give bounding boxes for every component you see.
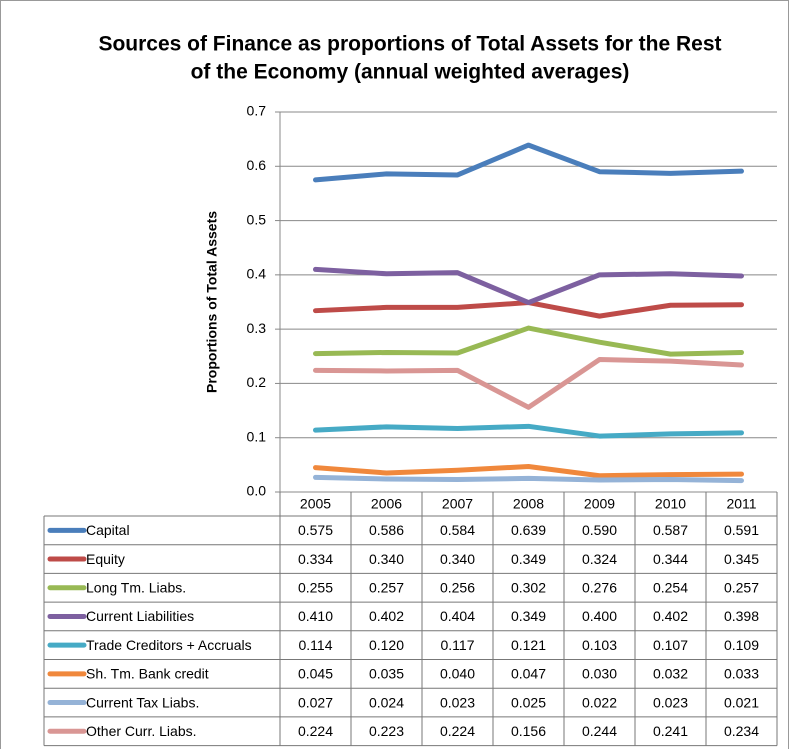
table-cell: 0.244: [582, 723, 617, 739]
table-cell: 0.402: [653, 608, 688, 624]
legend-label: Trade Creditors + Accruals: [86, 637, 252, 653]
table-cell: 0.103: [582, 637, 617, 653]
table-cell: 0.047: [511, 666, 546, 682]
table-cell: 0.109: [724, 637, 759, 653]
x-tick-label: 2007: [442, 496, 473, 512]
chart-title: Sources of Finance as proportions of Tot…: [98, 33, 721, 56]
table-cell: 0.120: [369, 637, 404, 653]
table-cell: 0.639: [511, 522, 546, 538]
series-line: [313, 357, 744, 410]
table-cell: 0.590: [582, 522, 617, 538]
series-line: [313, 142, 744, 183]
y-axis-label: Proportions of Total Assets: [204, 211, 220, 393]
legend-label: Other Curr. Liabs.: [86, 723, 197, 739]
chart-title: of the Economy (annual weighted averages…: [191, 61, 630, 84]
table-cell: 0.117: [441, 637, 475, 653]
y-tick-label: 0.3: [247, 320, 267, 336]
legend-label: Sh. Tm. Bank credit: [86, 666, 209, 682]
series-line: [313, 463, 744, 479]
table-cell: 0.224: [298, 723, 333, 739]
series-line: [313, 423, 744, 439]
table-cell: 0.398: [724, 608, 759, 624]
table-cell: 0.022: [582, 694, 617, 710]
table-cell: 0.241: [653, 723, 688, 739]
table-cell: 0.276: [582, 579, 617, 595]
table-cell: 0.255: [298, 579, 333, 595]
table-cell: 0.591: [724, 522, 759, 538]
legend-label: Capital: [86, 522, 130, 538]
table-cell: 0.023: [653, 694, 688, 710]
table-cell: 0.234: [724, 723, 759, 739]
table-cell: 0.045: [298, 666, 333, 682]
table-cell: 0.410: [298, 608, 333, 624]
y-tick-label: 0.6: [247, 157, 267, 173]
table-cell: 0.344: [653, 551, 688, 567]
table-cell: 0.324: [582, 551, 617, 567]
table-cell: 0.025: [511, 694, 546, 710]
table-cell: 0.340: [440, 551, 475, 567]
table-cell: 0.254: [653, 579, 688, 595]
table-cell: 0.256: [440, 579, 475, 595]
y-tick-label: 0.1: [247, 428, 267, 444]
table-cell: 0.257: [369, 579, 404, 595]
table-cell: 0.586: [369, 522, 404, 538]
table-cell: 0.349: [511, 608, 546, 624]
table-cell: 0.021: [724, 694, 759, 710]
y-tick-label: 0.2: [247, 374, 267, 390]
table-cell: 0.587: [653, 522, 688, 538]
table-cell: 0.114: [299, 637, 333, 653]
table-cell: 0.575: [298, 522, 333, 538]
table-cell: 0.302: [511, 579, 546, 595]
series-line: [313, 266, 744, 306]
table-cell: 0.223: [369, 723, 404, 739]
table-cell: 0.224: [440, 723, 475, 739]
y-tick-label: 0.7: [247, 103, 267, 119]
table-cell: 0.402: [369, 608, 404, 624]
table-cell: 0.404: [440, 608, 475, 624]
series-line: [313, 325, 744, 357]
x-tick-label: 2010: [655, 496, 686, 512]
y-tick-label: 0.0: [247, 483, 267, 499]
table-cell: 0.024: [369, 694, 404, 710]
y-tick-label: 0.5: [247, 211, 267, 227]
table-cell: 0.156: [511, 723, 546, 739]
series-line: [313, 474, 744, 484]
table-cell: 0.107: [653, 637, 688, 653]
table-cell: 0.340: [369, 551, 404, 567]
table-cell: 0.121: [511, 637, 546, 653]
table-cell: 0.334: [298, 551, 333, 567]
table-cell: 0.035: [369, 666, 404, 682]
table-cell: 0.400: [582, 608, 617, 624]
table-cell: 0.584: [440, 522, 475, 538]
legend-label: Equity: [86, 551, 125, 567]
table-cell: 0.033: [724, 666, 759, 682]
x-tick-label: 2011: [726, 496, 756, 512]
table-cell: 0.345: [724, 551, 759, 567]
table-cell: 0.023: [440, 694, 475, 710]
table-cell: 0.349: [511, 551, 546, 567]
x-tick-label: 2008: [513, 496, 544, 512]
legend-label: Current Tax Liabs.: [86, 694, 199, 710]
legend-label: Current Liabilities: [86, 608, 194, 624]
table-cell: 0.027: [298, 694, 333, 710]
legend-label: Long Tm. Liabs.: [86, 579, 186, 595]
y-tick-label: 0.4: [247, 266, 267, 282]
table-cell: 0.040: [440, 666, 475, 682]
x-tick-label: 2006: [371, 496, 402, 512]
table-cell: 0.257: [724, 579, 759, 595]
x-tick-label: 2005: [300, 496, 331, 512]
table-cell: 0.030: [582, 666, 617, 682]
table-cell: 0.032: [653, 666, 688, 682]
x-tick-label: 2009: [584, 496, 615, 512]
